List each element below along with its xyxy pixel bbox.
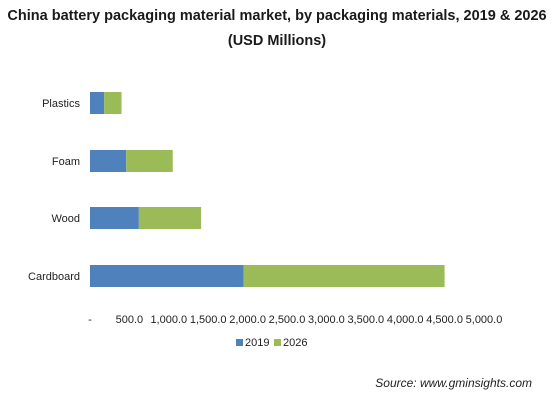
bar-foam-2019 [90,150,127,172]
x-tick-label: 4,000.0 [387,314,424,326]
x-tick-label: 5,000.0 [466,314,503,326]
category-label-plastics: Plastics [42,98,80,110]
bar-foam-2026 [126,150,173,172]
x-tick-label: 4,500.0 [426,314,463,326]
category-label-wood: Wood [51,213,80,225]
legend-label-2019: 2019 [245,337,269,349]
x-tick-label: 2,000.0 [229,314,266,326]
bar-wood-2019 [90,207,139,229]
category-label-cardboard: Cardboard [28,271,80,283]
x-tick-label: 500.0 [116,314,144,326]
bar-cardboard-2019 [90,265,244,287]
source-note: Source: www.gminsights.com [375,376,532,390]
legend-swatch-2019 [236,339,243,346]
category-label-foam: Foam [52,156,80,168]
x-tick-label: 1,000.0 [150,314,187,326]
x-tick-label: 1,500.0 [190,314,227,326]
x-tick-label: - [88,314,92,326]
bar-wood-2026 [138,207,202,229]
x-tick-label: 2,500.0 [269,314,306,326]
x-tick-label: 3,500.0 [347,314,384,326]
chart-subtitle: (USD Millions) [227,33,327,49]
x-tick-label: 3,000.0 [308,314,345,326]
legend-label-2026: 2026 [283,337,307,349]
legend-swatch-2026 [274,339,281,346]
bar-plastics-2026 [104,92,122,114]
bar-plastics-2019 [90,92,105,114]
chart-title: China battery packaging material market,… [7,8,547,24]
bar-cardboard-2026 [243,265,445,287]
